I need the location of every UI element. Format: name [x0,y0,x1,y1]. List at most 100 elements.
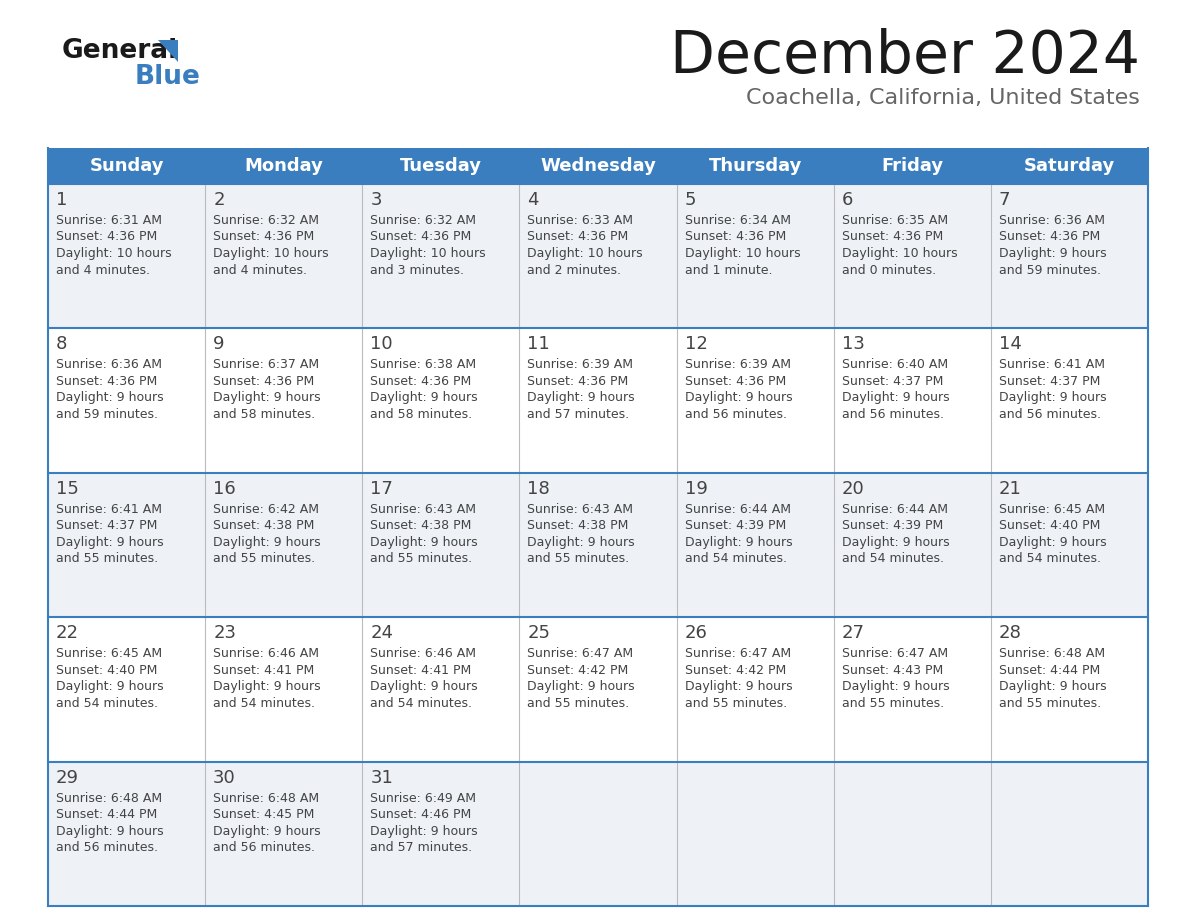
Text: Sunset: 4:38 PM: Sunset: 4:38 PM [371,520,472,532]
Text: Sunrise: 6:42 AM: Sunrise: 6:42 AM [213,503,320,516]
Text: Sunrise: 6:44 AM: Sunrise: 6:44 AM [842,503,948,516]
Text: Sunset: 4:36 PM: Sunset: 4:36 PM [213,375,315,388]
Text: 24: 24 [371,624,393,643]
Text: Sunset: 4:39 PM: Sunset: 4:39 PM [842,520,943,532]
Text: Sunrise: 6:37 AM: Sunrise: 6:37 AM [213,358,320,372]
Text: and 58 minutes.: and 58 minutes. [371,408,473,420]
Text: Daylight: 9 hours: Daylight: 9 hours [842,391,949,405]
Polygon shape [158,40,178,62]
Text: and 54 minutes.: and 54 minutes. [56,697,158,710]
Text: Friday: Friday [881,157,943,175]
Text: and 2 minutes.: and 2 minutes. [527,263,621,276]
Text: 8: 8 [56,335,68,353]
Text: Daylight: 9 hours: Daylight: 9 hours [213,680,321,693]
Text: Sunrise: 6:48 AM: Sunrise: 6:48 AM [213,791,320,804]
Text: Sunset: 4:36 PM: Sunset: 4:36 PM [371,230,472,243]
Text: Daylight: 9 hours: Daylight: 9 hours [527,536,636,549]
Text: and 55 minutes.: and 55 minutes. [213,553,315,565]
Text: Sunset: 4:36 PM: Sunset: 4:36 PM [684,375,785,388]
Text: 12: 12 [684,335,707,353]
Text: and 57 minutes.: and 57 minutes. [371,841,473,854]
Text: Sunrise: 6:31 AM: Sunrise: 6:31 AM [56,214,162,227]
Text: 31: 31 [371,768,393,787]
Text: Daylight: 9 hours: Daylight: 9 hours [999,391,1106,405]
Text: Daylight: 9 hours: Daylight: 9 hours [842,536,949,549]
Text: Sunset: 4:36 PM: Sunset: 4:36 PM [842,230,943,243]
Bar [48,148,1148,184]
Text: 11: 11 [527,335,550,353]
Text: General: General [62,38,178,64]
Text: Sunset: 4:44 PM: Sunset: 4:44 PM [56,808,157,821]
Bar [48,473,1148,617]
Text: Daylight: 9 hours: Daylight: 9 hours [213,391,321,405]
Text: and 4 minutes.: and 4 minutes. [56,263,150,276]
Text: Sunset: 4:43 PM: Sunset: 4:43 PM [842,664,943,677]
Text: Sunrise: 6:36 AM: Sunrise: 6:36 AM [999,214,1105,227]
Text: Sunrise: 6:39 AM: Sunrise: 6:39 AM [684,358,790,372]
Text: Daylight: 9 hours: Daylight: 9 hours [999,247,1106,260]
Text: and 55 minutes.: and 55 minutes. [56,553,158,565]
Text: Daylight: 10 hours: Daylight: 10 hours [371,247,486,260]
Text: Sunrise: 6:41 AM: Sunrise: 6:41 AM [999,358,1105,372]
Text: 16: 16 [213,480,236,498]
Text: 3: 3 [371,191,381,209]
Text: and 1 minute.: and 1 minute. [684,263,772,276]
Text: Sunset: 4:36 PM: Sunset: 4:36 PM [56,375,157,388]
Text: 19: 19 [684,480,707,498]
Text: 25: 25 [527,624,550,643]
Text: Sunset: 4:44 PM: Sunset: 4:44 PM [999,664,1100,677]
Text: and 56 minutes.: and 56 minutes. [684,408,786,420]
Text: Sunrise: 6:33 AM: Sunrise: 6:33 AM [527,214,633,227]
Text: 22: 22 [56,624,78,643]
Bar [48,762,1148,906]
Text: Daylight: 10 hours: Daylight: 10 hours [56,247,171,260]
Text: Sunset: 4:36 PM: Sunset: 4:36 PM [56,230,157,243]
Text: Sunrise: 6:39 AM: Sunrise: 6:39 AM [527,358,633,372]
Text: and 54 minutes.: and 54 minutes. [213,697,315,710]
Text: and 54 minutes.: and 54 minutes. [999,553,1101,565]
Text: Sunset: 4:36 PM: Sunset: 4:36 PM [527,230,628,243]
Text: Monday: Monday [245,157,323,175]
Text: Daylight: 9 hours: Daylight: 9 hours [684,680,792,693]
Text: 27: 27 [842,624,865,643]
Text: Daylight: 9 hours: Daylight: 9 hours [56,824,164,837]
Text: Sunset: 4:38 PM: Sunset: 4:38 PM [213,520,315,532]
Text: Sunset: 4:36 PM: Sunset: 4:36 PM [371,375,472,388]
Text: 9: 9 [213,335,225,353]
Text: 6: 6 [842,191,853,209]
Text: and 56 minutes.: and 56 minutes. [999,408,1101,420]
Text: Daylight: 9 hours: Daylight: 9 hours [56,536,164,549]
Text: Sunrise: 6:44 AM: Sunrise: 6:44 AM [684,503,790,516]
Text: Sunrise: 6:38 AM: Sunrise: 6:38 AM [371,358,476,372]
Text: and 55 minutes.: and 55 minutes. [527,697,630,710]
Text: Sunset: 4:39 PM: Sunset: 4:39 PM [684,520,785,532]
Text: 26: 26 [684,624,707,643]
Text: Sunrise: 6:48 AM: Sunrise: 6:48 AM [999,647,1105,660]
Text: Sunset: 4:40 PM: Sunset: 4:40 PM [56,664,157,677]
Text: Daylight: 10 hours: Daylight: 10 hours [684,247,801,260]
Text: Sunrise: 6:47 AM: Sunrise: 6:47 AM [684,647,791,660]
Text: Blue: Blue [135,64,201,90]
Text: Sunset: 4:36 PM: Sunset: 4:36 PM [527,375,628,388]
Text: and 0 minutes.: and 0 minutes. [842,263,936,276]
Text: and 54 minutes.: and 54 minutes. [842,553,943,565]
Text: Daylight: 9 hours: Daylight: 9 hours [684,391,792,405]
Text: Sunrise: 6:32 AM: Sunrise: 6:32 AM [371,214,476,227]
Text: Sunrise: 6:46 AM: Sunrise: 6:46 AM [213,647,320,660]
Text: Sunday: Sunday [89,157,164,175]
Text: Sunrise: 6:47 AM: Sunrise: 6:47 AM [842,647,948,660]
Text: 21: 21 [999,480,1022,498]
Text: Sunset: 4:40 PM: Sunset: 4:40 PM [999,520,1100,532]
Text: Daylight: 10 hours: Daylight: 10 hours [842,247,958,260]
Text: and 3 minutes.: and 3 minutes. [371,263,465,276]
Text: and 55 minutes.: and 55 minutes. [842,697,943,710]
Text: Daylight: 9 hours: Daylight: 9 hours [56,391,164,405]
Text: Sunset: 4:42 PM: Sunset: 4:42 PM [684,664,785,677]
Text: 18: 18 [527,480,550,498]
Text: Daylight: 10 hours: Daylight: 10 hours [527,247,643,260]
Text: 1: 1 [56,191,68,209]
Text: Sunrise: 6:43 AM: Sunrise: 6:43 AM [371,503,476,516]
Text: 15: 15 [56,480,78,498]
Text: Daylight: 9 hours: Daylight: 9 hours [213,824,321,837]
Text: Sunset: 4:38 PM: Sunset: 4:38 PM [527,520,628,532]
